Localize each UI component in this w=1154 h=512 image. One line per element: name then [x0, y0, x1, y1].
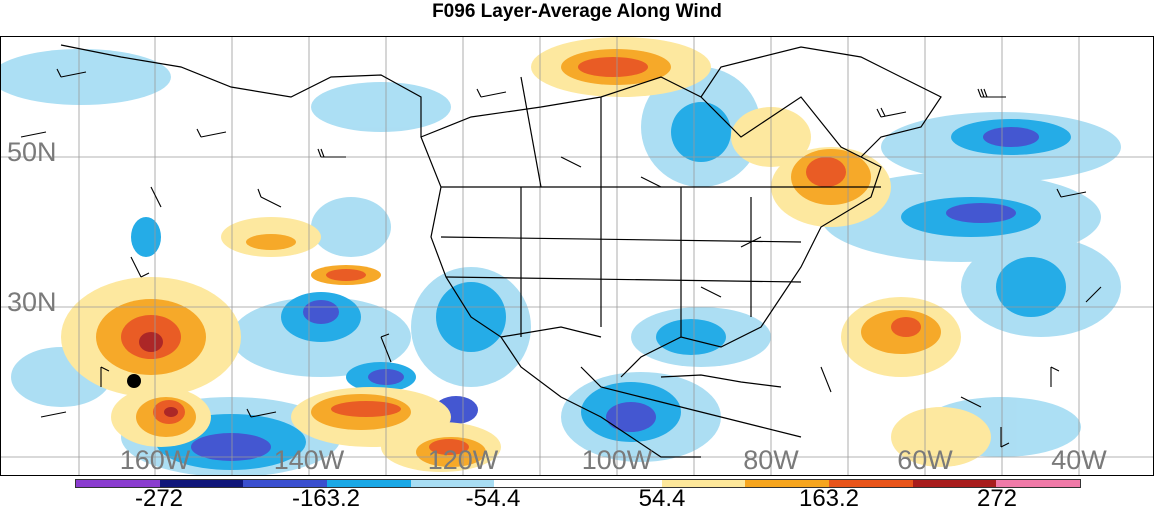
- colorbar: [75, 479, 1081, 488]
- map-title: F096 Layer-Average Along Wind: [432, 1, 722, 22]
- colorbar-label-pos163: 163.2: [798, 485, 860, 512]
- location-marker-dot: [127, 374, 141, 388]
- map-panel: 50N 30N 160W 140W 120W 100W 80W 60W 40W: [0, 36, 1154, 476]
- colorbar-segment-3: [327, 480, 411, 487]
- graticule: [1, 37, 1153, 475]
- colorbar-label-pos272: 272: [976, 485, 1018, 512]
- colorbar-label-neg54: -54.4: [465, 485, 521, 512]
- map-canvas: [1, 37, 1153, 475]
- colorbar-segment-0: [76, 480, 160, 487]
- colorbar-segment-4: [410, 480, 495, 487]
- coastlines: [60, 44, 942, 458]
- colorbar-label-neg163: -163.2: [291, 485, 361, 512]
- lon-label-100w: 100W: [581, 445, 653, 475]
- lon-label-80w: 80W: [743, 445, 799, 475]
- lon-label-60w: 60W: [897, 445, 953, 475]
- colorbar-segment-8: [745, 480, 830, 487]
- colorbar-segment-10: [912, 480, 997, 487]
- wind-barbs: [20, 68, 1102, 448]
- lon-label-140w: 140W: [273, 445, 345, 475]
- shaded-field: [1, 37, 1121, 475]
- colorbar-segment-7: [661, 480, 746, 487]
- lat-label-30n: 30N: [7, 287, 57, 317]
- colorbar-label-neg272: -272: [134, 485, 184, 512]
- lat-label-50n: 50N: [7, 137, 57, 167]
- colorbar-segment-5: [494, 480, 579, 487]
- lon-label-120w: 120W: [427, 445, 499, 475]
- colorbar-segment-6: [578, 480, 662, 487]
- colorbar-segment-9: [829, 480, 913, 487]
- colorbar-segment-2: [243, 480, 328, 487]
- lon-label-160w: 160W: [119, 445, 191, 475]
- colorbar-segment-11: [996, 480, 1081, 487]
- colorbar-label-pos54: 54.4: [638, 485, 686, 512]
- colorbar-segment-1: [159, 480, 244, 487]
- lon-label-40w: 40W: [1051, 445, 1107, 475]
